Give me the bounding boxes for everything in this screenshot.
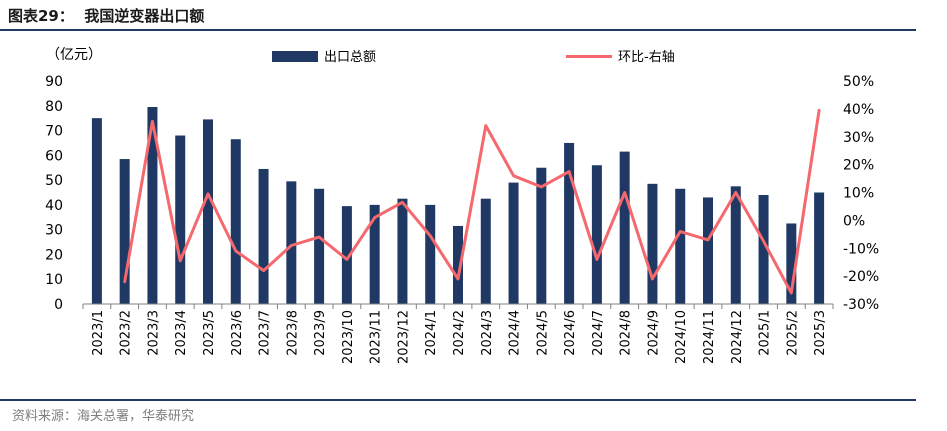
x-tick-label: 2023/12	[396, 310, 411, 364]
left-tick-label: 30	[45, 223, 63, 239]
right-tick-label: -10%	[843, 241, 879, 257]
x-tick-label: 2024/3	[480, 310, 495, 356]
left-tick-label: 0	[54, 297, 63, 313]
export-chart: （亿元） 0 10 20 30 40 50 60 70 80 90 -30% -20% -10% 0% 10%…	[45, 47, 879, 364]
x-tick-label: 2024/5	[535, 310, 550, 356]
bar	[564, 142, 575, 304]
bar	[536, 167, 547, 304]
bar	[314, 188, 325, 304]
x-tick-label: 2023/6	[230, 310, 245, 356]
right-tick-label: 20%	[843, 158, 874, 174]
x-tick-label: 2024/12	[730, 310, 745, 364]
bar	[619, 151, 630, 304]
legend-swatch-bar	[272, 51, 318, 62]
x-tick-label: 2024/7	[591, 310, 606, 356]
bar	[425, 204, 436, 304]
left-tick-label: 20	[45, 247, 63, 263]
bar	[508, 182, 519, 304]
x-tick-label: 2023/11	[369, 310, 384, 364]
x-tick-label: 2025/3	[813, 310, 828, 356]
bar	[230, 139, 241, 304]
bar	[341, 206, 352, 304]
left-axis-unit: （亿元）	[46, 47, 102, 63]
x-tick-label: 2023/4	[174, 310, 189, 356]
bar	[675, 188, 686, 304]
figure-title: 图表29： 我国逆变器出口额	[8, 7, 205, 25]
source-note: 资料来源：海关总署，华泰研究	[12, 409, 195, 424]
x-tick-label: 2024/8	[619, 310, 634, 356]
bar	[203, 119, 213, 305]
left-tick-label: 80	[45, 99, 63, 115]
x-tick-label: 2023/9	[313, 310, 328, 356]
right-tick-label: 50%	[843, 74, 874, 90]
left-tick-label: 90	[45, 74, 63, 90]
x-tick-label: 2023/7	[258, 310, 273, 356]
bar	[647, 183, 658, 304]
right-tick-label: 10%	[843, 186, 874, 202]
bar	[814, 192, 825, 304]
bar	[119, 159, 130, 304]
x-tick-label: 2024/6	[563, 310, 578, 356]
left-tick-label: 10	[45, 272, 63, 288]
x-tick-label: 2023/3	[146, 310, 161, 356]
bar	[703, 197, 713, 304]
x-tick-label: 2025/1	[758, 310, 773, 356]
left-tick-label: 50	[45, 173, 63, 189]
x-tick-label: 2023/8	[285, 310, 300, 356]
x-tick-label: 2024/10	[674, 310, 689, 364]
left-tick-label: 70	[45, 124, 63, 140]
right-tick-label: 40%	[843, 102, 874, 118]
x-tick-label: 2023/5	[202, 310, 217, 356]
x-tick-label: 2024/4	[508, 310, 523, 356]
bar	[786, 223, 797, 304]
bar	[730, 186, 741, 304]
right-tick-label: 0%	[843, 213, 865, 229]
header-rule	[0, 29, 916, 31]
bar	[397, 198, 408, 304]
bar	[453, 225, 463, 304]
x-tick-label: 2023/10	[341, 310, 356, 364]
x-tick-label: 2024/9	[646, 310, 661, 356]
bar	[591, 165, 602, 304]
right-tick-label: -30%	[843, 297, 879, 313]
bar	[175, 135, 186, 304]
right-tick-label: -20%	[843, 269, 879, 285]
bar	[258, 168, 269, 304]
legend-label-line: 环比-右轴	[618, 50, 675, 65]
bar	[758, 194, 769, 304]
legend-label-bar: 出口总额	[324, 50, 376, 65]
right-tick-label: 30%	[843, 130, 874, 146]
footer-rule	[0, 399, 916, 401]
bar	[369, 204, 380, 304]
bar	[480, 198, 491, 304]
x-tick-label: 2024/2	[452, 310, 467, 356]
x-tick-label: 2023/1	[91, 310, 106, 356]
figure-header: 图表29： 我国逆变器出口额	[4, 0, 916, 30]
x-tick-label: 2024/11	[702, 310, 717, 364]
line-series	[123, 108, 821, 295]
bar	[286, 181, 297, 304]
x-tick-label: 2025/2	[785, 310, 800, 356]
x-tick-label: 2023/2	[119, 310, 134, 356]
bar	[147, 107, 158, 305]
left-tick-label: 60	[45, 148, 63, 164]
bar	[91, 118, 102, 305]
x-tick-label: 2024/1	[424, 310, 439, 356]
left-tick-label: 40	[45, 198, 63, 214]
